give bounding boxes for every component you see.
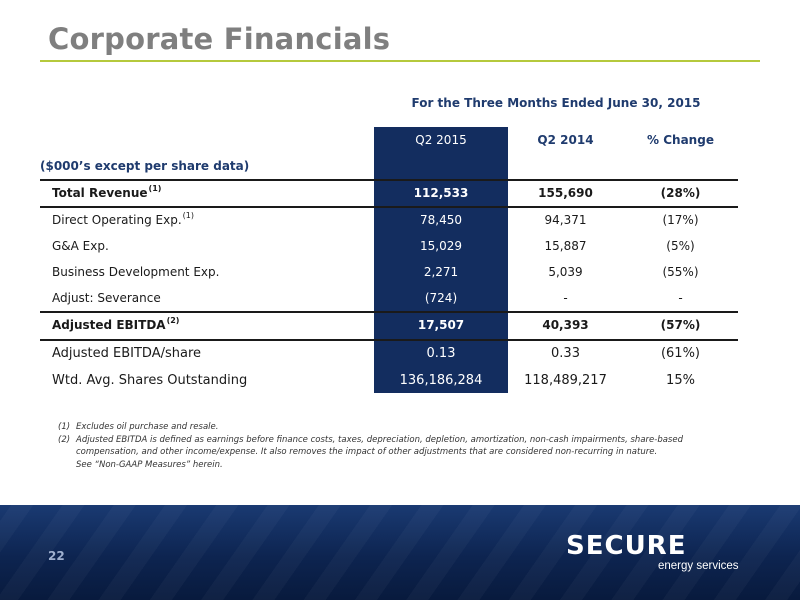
cell-pct-change: (55%)	[662, 265, 699, 279]
cell-q2-2014: 118,489,217	[524, 372, 607, 388]
cell-q2-2014: 40,393	[542, 318, 589, 332]
row-label: Adjusted EBITDA(2)	[52, 316, 180, 332]
row-label: Business Development Exp.	[52, 265, 220, 279]
table-divider	[40, 311, 738, 313]
row-label: Direct Operating Exp.(1)	[52, 211, 195, 227]
page-number: 22	[48, 549, 65, 563]
footer-pattern	[0, 505, 800, 600]
cell-pct-change: 15%	[666, 372, 695, 388]
table-row: G&A Exp. 15,029 15,887 (5%)	[40, 233, 738, 259]
cell-q2-2015: 17,507	[417, 318, 465, 332]
cell-q2-2014: 0.33	[551, 345, 580, 361]
footnote-text: See “Non-GAAP Measures” herein.	[76, 459, 223, 470]
cell-q2-2015: 78,450	[420, 213, 462, 227]
cell-pct-change: (5%)	[666, 239, 695, 253]
row-label: G&A Exp.	[52, 239, 109, 253]
cell-q2-2015: 15,029	[420, 239, 462, 253]
header-q2-2015: Q2 2015	[415, 133, 467, 147]
table-row: Adjust: Severance (724) - -	[40, 285, 738, 311]
units-label: ($000’s except per share data)	[40, 159, 250, 173]
row-label: Wtd. Avg. Shares Outstanding	[52, 372, 248, 388]
page-title: Corporate Financials	[48, 22, 391, 56]
footnote-number: (1)	[58, 422, 71, 432]
table-row: Adjusted EBITDA/share 0.13 0.33 (61%)	[40, 340, 738, 366]
header-pct-change: % Change	[647, 133, 714, 147]
footnote: See “Non-GAAP Measures” herein.	[58, 459, 718, 472]
footnotes: (1) Excludes oil purchase and resale. (2…	[58, 421, 718, 471]
cell-q2-2015: (724)	[424, 291, 458, 305]
cell-pct-change: (17%)	[662, 213, 699, 227]
footnote-text: Adjusted EBITDA is defined as earnings b…	[76, 434, 683, 458]
row-label: Total Revenue(1)	[52, 184, 162, 200]
table-row: Wtd. Avg. Shares Outstanding 136,186,284…	[40, 367, 738, 393]
cell-q2-2014: 5,039	[548, 265, 583, 279]
row-label: Adjust: Severance	[52, 291, 161, 305]
footnote-number	[58, 459, 76, 472]
company-logo-wordmark: SECURE	[566, 531, 687, 561]
highlight-column-q2-2015	[374, 127, 508, 393]
cell-q2-2015: 112,533	[413, 186, 469, 200]
cell-q2-2014: 94,371	[544, 213, 587, 227]
company-logo-tagline: energy services	[658, 560, 739, 572]
header-q2-2014: Q2 2014	[537, 133, 594, 147]
table-row: Business Development Exp. 2,271 5,039 (5…	[40, 259, 738, 285]
footer-band	[0, 505, 800, 600]
cell-q2-2014: 15,887	[544, 239, 587, 253]
cell-q2-2015: 136,186,284	[399, 372, 483, 388]
footnote-text: Excludes oil purchase and resale.	[76, 422, 219, 432]
table-divider	[40, 179, 738, 181]
footnote: (1) Excludes oil purchase and resale.	[58, 421, 718, 434]
table-row: Total Revenue(1) 112,533 155,690 (28%)	[40, 180, 738, 206]
table-divider	[40, 206, 738, 208]
period-heading: For the Three Months Ended June 30, 2015	[411, 96, 701, 110]
cell-pct-change: -	[678, 291, 683, 305]
cell-q2-2015: 2,271	[423, 265, 459, 279]
footnote-number: (2)	[58, 434, 71, 445]
cell-q2-2014: 155,690	[538, 186, 593, 200]
title-underline	[40, 60, 760, 62]
cell-pct-change: (57%)	[660, 318, 701, 332]
cell-q2-2015: 0.13	[426, 345, 456, 361]
table-divider	[40, 339, 738, 341]
table-row: Direct Operating Exp.(1) 78,450 94,371 (…	[40, 207, 738, 233]
table-row: Adjusted EBITDA(2) 17,507 40,393 (57%)	[40, 312, 738, 338]
cell-q2-2014: -	[563, 291, 568, 305]
cell-pct-change: (28%)	[660, 186, 701, 200]
row-label: Adjusted EBITDA/share	[52, 345, 202, 361]
footnote: (2) Adjusted EBITDA is defined as earnin…	[58, 434, 718, 459]
cell-pct-change: (61%)	[660, 345, 701, 361]
